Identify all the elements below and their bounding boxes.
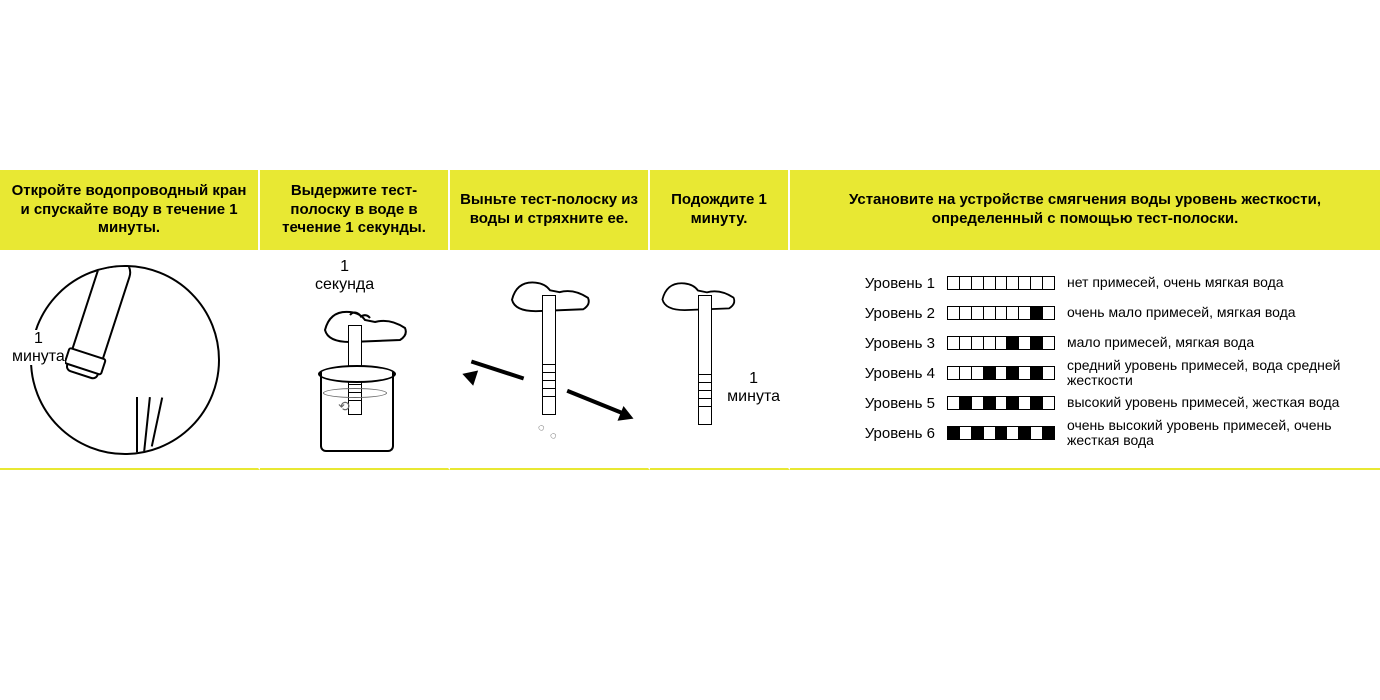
step1-label: 1 минута [12, 330, 65, 365]
hardness-level-name: Уровень 3 [845, 335, 935, 352]
hardness-level-name: Уровень 1 [845, 275, 935, 292]
step3-header: Выньте тест-полоску из воды и стряхните … [450, 170, 650, 250]
hardness-bar-icon [947, 426, 1055, 440]
hardness-level-desc: нет примесей, очень мягкая вода [1067, 275, 1370, 290]
step4-label: 1 минута [727, 370, 780, 405]
waterline-icon [323, 388, 387, 398]
shake-arrow-right-icon [566, 389, 623, 415]
test-strip-wait-icon [698, 295, 712, 425]
step4-header: Подождите 1 минуту. [650, 170, 790, 250]
test-strip-shake-icon [542, 295, 556, 415]
body-row: 1 минута 1 секунда ⟲ [0, 250, 1380, 470]
step4-header-text: Подождите 1 минуту. [658, 191, 780, 229]
instruction-strip: Откройте водопроводный кран и спускайте … [0, 170, 1380, 470]
hardness-level-name: Уровень 2 [845, 305, 935, 322]
step2-header-text: Выдержите тест-полоску в воде в течение … [268, 182, 440, 238]
hardness-level-desc: очень высокий уровень примесей, очень же… [1067, 418, 1370, 449]
hardness-level-row: Уровень 6 очень высокий уровень примесей,… [845, 418, 1370, 448]
hardness-bar-icon [947, 366, 1055, 380]
faucet-icon [63, 265, 132, 385]
cup-icon [315, 365, 395, 455]
swirl-icon: ⟲ [338, 398, 350, 415]
hardness-levels: Уровень 1 нет примесей, очень мягкая вода… [845, 268, 1370, 448]
hardness-level-row: Уровень 5 высокий уровень примесей, жестк… [845, 388, 1370, 418]
hardness-level-name: Уровень 6 [845, 425, 935, 442]
hardness-bar-icon [947, 336, 1055, 350]
hardness-level-desc: очень мало примесей, мягкая вода [1067, 305, 1370, 320]
step4-illustration: 1 минута [650, 250, 790, 470]
hardness-bar-icon [947, 396, 1055, 410]
hardness-bar-icon [947, 276, 1055, 290]
step5-hardness-table: Уровень 1 нет примесей, очень мягкая вода… [790, 250, 1380, 470]
step5-header: Установите на устройстве смягчения воды … [790, 170, 1380, 250]
step3-illustration: ◌ ◌ [450, 250, 650, 470]
hardness-level-row: Уровень 2 очень мало примесей, мягкая вод… [845, 298, 1370, 328]
hardness-level-row: Уровень 4 средний уровень примесей, вода … [845, 358, 1370, 388]
droplet-icon: ◌ [538, 422, 545, 434]
step1-illustration: 1 минута [0, 250, 260, 470]
hardness-level-name: Уровень 5 [845, 395, 935, 412]
step1-header-text: Откройте водопроводный кран и спускайте … [8, 182, 250, 238]
hardness-level-desc: мало примесей, мягкая вода [1067, 335, 1370, 350]
shake-arrow-left-icon [471, 360, 525, 381]
step2-illustration: 1 секунда ⟲ [260, 250, 450, 470]
hardness-level-desc: средний уровень примесей, вода средней ж… [1067, 358, 1370, 389]
step1-header: Откройте водопроводный кран и спускайте … [0, 170, 260, 250]
header-row: Откройте водопроводный кран и спускайте … [0, 170, 1380, 250]
hardness-level-row: Уровень 3 мало примесей, мягкая вода [845, 328, 1370, 358]
step5-header-text: Установите на устройстве смягчения воды … [798, 191, 1372, 229]
step2-header: Выдержите тест-полоску в воде в течение … [260, 170, 450, 250]
step3-header-text: Выньте тест-полоску из воды и стряхните … [458, 191, 640, 229]
step2-label: 1 секунда [315, 258, 374, 293]
hand-holding-strip-icon [320, 300, 410, 350]
hardness-level-desc: высокий уровень примесей, жесткая вода [1067, 395, 1370, 410]
water-stream-icon [136, 397, 138, 455]
hardness-level-name: Уровень 4 [845, 365, 935, 382]
hardness-level-row: Уровень 1 нет примесей, очень мягкая вода [845, 268, 1370, 298]
hardness-bar-icon [947, 306, 1055, 320]
